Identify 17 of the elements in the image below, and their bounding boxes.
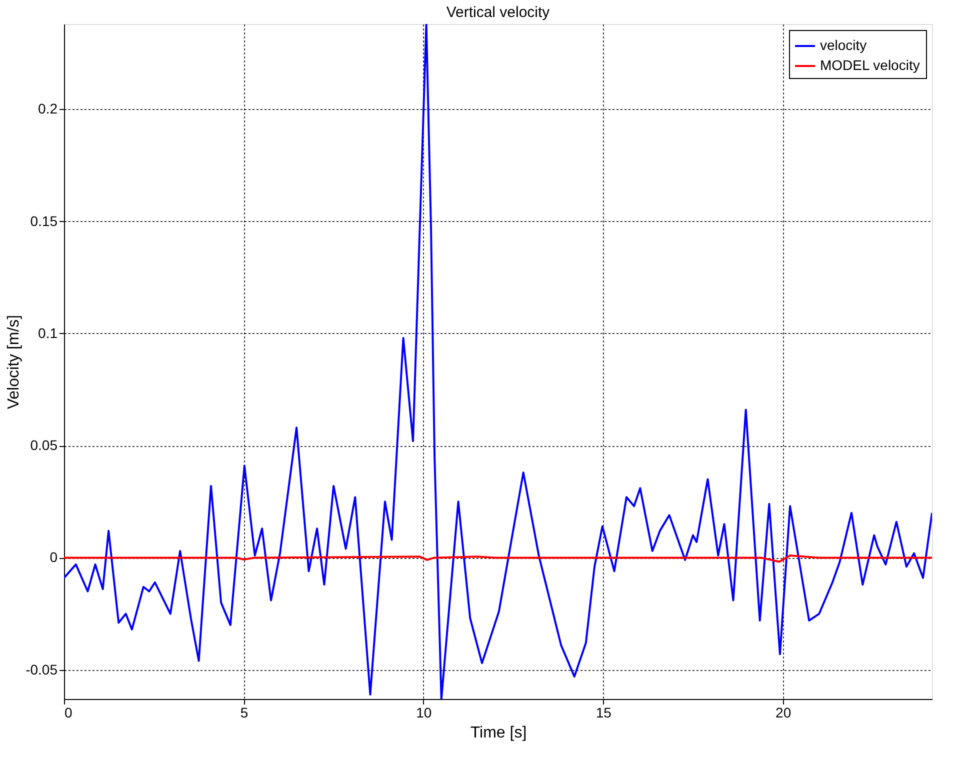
x-tick-label: 15 [596, 704, 612, 720]
y-axis-title: Velocity [m/s] [6, 314, 23, 410]
x-tick-label: 10 [416, 704, 432, 720]
x-tick-label: 5 [240, 704, 248, 720]
y-tick-label: 0.15 [30, 212, 58, 229]
line-series [64, 554, 932, 563]
x-axis-title: Time [s] [470, 724, 527, 742]
y-tick-label: 0.05 [30, 437, 58, 454]
y-tick-label: -0.05 [26, 661, 58, 678]
y-tick-label: 0.2 [38, 100, 58, 117]
legend-label: velocity [820, 37, 867, 53]
legend-label: MODEL velocity [820, 57, 920, 73]
x-tick-label: 0 [64, 704, 72, 720]
y-tick-label: 0 [50, 549, 58, 566]
x-tick-label: 20 [776, 704, 792, 720]
chart-title: Vertical velocity [446, 4, 550, 21]
y-tick-label: 0.1 [38, 324, 58, 341]
